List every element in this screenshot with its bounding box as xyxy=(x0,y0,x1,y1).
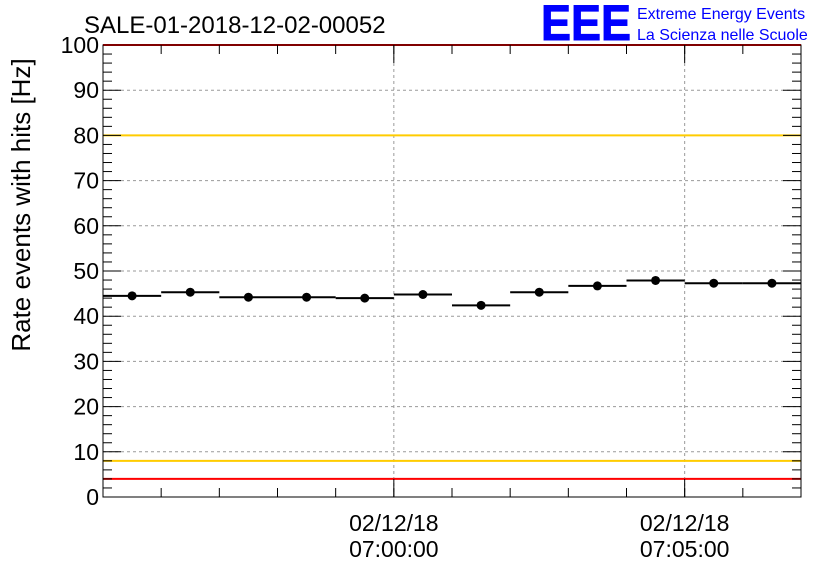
x-tick-label-date: 02/12/18 xyxy=(640,510,730,536)
y-tick-label: 0 xyxy=(86,484,99,510)
axes: 010203040506070809010002/12/1807:00:0002… xyxy=(61,32,802,562)
data-point xyxy=(651,275,661,285)
logo-line-2: La Scienza nelle Scuole xyxy=(637,27,808,44)
reference-lines xyxy=(103,44,801,480)
x-tick-label-date: 02/12/18 xyxy=(349,510,439,536)
data-point xyxy=(592,281,602,291)
y-tick-label: 80 xyxy=(73,122,99,148)
y-tick-label: 90 xyxy=(73,77,99,103)
data-point xyxy=(243,292,253,302)
data-point xyxy=(360,293,370,303)
x-tick-label-time: 07:05:00 xyxy=(640,536,730,562)
x-tick-label-time: 07:00:00 xyxy=(349,536,439,562)
y-tick-label: 70 xyxy=(73,168,99,194)
y-tick-label: 100 xyxy=(61,32,99,58)
logo-mark: EEE xyxy=(541,0,631,51)
grid xyxy=(103,45,801,497)
y-tick-label: 40 xyxy=(73,303,99,329)
data-point xyxy=(185,287,195,297)
y-tick-label: 10 xyxy=(73,439,99,465)
data-point xyxy=(302,292,312,302)
y-tick-label: 30 xyxy=(73,348,99,374)
data-point xyxy=(534,287,544,297)
data-point xyxy=(476,300,486,310)
data-series xyxy=(103,275,801,310)
eee-logo: EEE Extreme Energy Events La Scienza nel… xyxy=(541,0,808,52)
y-axis-label: Rate events with hits [Hz] xyxy=(6,58,36,351)
y-tick-label: 60 xyxy=(73,213,99,239)
logo-line-1: Extreme Energy Events xyxy=(637,6,805,23)
data-point xyxy=(767,278,777,288)
y-tick-label: 50 xyxy=(73,258,99,284)
chart-title: SALE-01-2018-12-02-00052 xyxy=(84,12,386,39)
data-point xyxy=(127,291,137,301)
data-point xyxy=(418,290,428,300)
y-tick-label: 20 xyxy=(73,394,99,420)
data-point xyxy=(709,278,719,288)
